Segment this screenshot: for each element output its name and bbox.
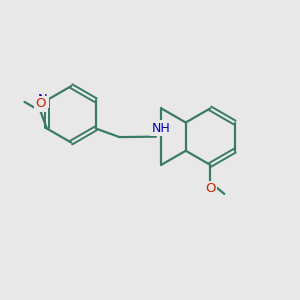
Text: O: O (35, 97, 46, 110)
Text: N: N (38, 93, 48, 106)
Text: NH: NH (151, 122, 170, 135)
Text: O: O (206, 182, 216, 195)
